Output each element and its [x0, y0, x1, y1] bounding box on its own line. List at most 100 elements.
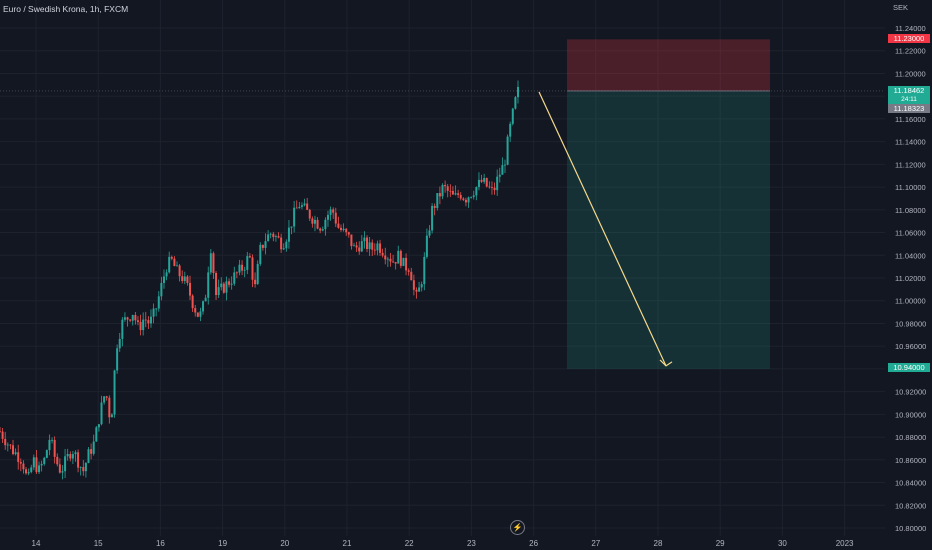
- candle-body: [53, 439, 56, 457]
- candle-body: [277, 236, 280, 238]
- candle-body: [493, 187, 496, 191]
- candle-body: [334, 212, 337, 224]
- candle-body: [123, 317, 126, 320]
- candle-body: [202, 301, 205, 312]
- candle-body: [509, 123, 512, 137]
- candle-body: [25, 469, 28, 474]
- candle-body: [61, 471, 64, 473]
- time-tick-label: 15: [94, 539, 103, 548]
- candle-body: [113, 370, 116, 415]
- candle-body: [9, 444, 12, 446]
- candle-body: [415, 289, 418, 292]
- candle-body: [196, 312, 199, 317]
- candle-body: [82, 467, 85, 472]
- candle-body: [48, 439, 51, 451]
- time-tick-label: 14: [32, 539, 41, 548]
- price-tick-label: 11.00000: [895, 297, 926, 306]
- candle-body: [152, 308, 155, 317]
- candle-body: [189, 282, 192, 296]
- price-tick-label: 10.88000: [895, 433, 926, 442]
- price-tick-label: 10.86000: [895, 456, 926, 465]
- candle-body: [191, 295, 194, 309]
- time-tick-label: 22: [405, 539, 414, 548]
- prev-close-tag: 11.18323: [888, 104, 930, 113]
- candle-body: [345, 228, 348, 233]
- candle-body: [353, 245, 356, 247]
- candle-body: [77, 452, 80, 468]
- candle-body: [43, 457, 46, 464]
- candle-body: [470, 196, 473, 198]
- candle-body: [74, 452, 77, 455]
- candle-body: [316, 219, 319, 229]
- candle-body: [405, 257, 408, 271]
- candle-body: [181, 276, 184, 282]
- candle-body: [241, 264, 244, 271]
- candle-body: [332, 209, 335, 213]
- candle-body: [464, 199, 467, 203]
- candle-body: [329, 209, 332, 215]
- candle-body: [157, 296, 160, 309]
- candle-body: [71, 454, 74, 459]
- candle-body: [326, 214, 329, 220]
- candle-body: [168, 256, 171, 273]
- candle-body: [254, 279, 257, 285]
- candle-body: [30, 467, 33, 473]
- candle-body: [87, 449, 90, 463]
- candle-body: [90, 449, 93, 454]
- candle-body: [366, 237, 369, 250]
- price-tick-label: 10.96000: [895, 342, 926, 351]
- candle-body: [490, 187, 493, 188]
- candle-body: [212, 253, 215, 274]
- candle-body: [69, 453, 72, 459]
- time-tick-label: 19: [218, 539, 227, 548]
- candle-body: [108, 397, 111, 418]
- candle-body: [483, 178, 486, 182]
- projection-arrow[interactable]: [538, 91, 673, 367]
- price-tick-label: 10.84000: [895, 479, 926, 488]
- candle-body: [238, 264, 241, 273]
- candle-body: [165, 272, 168, 277]
- candle-body: [17, 452, 20, 462]
- last-price-tag: 11.18462 24:11: [888, 86, 930, 105]
- candle-body: [477, 179, 480, 188]
- candle-body: [79, 467, 82, 468]
- candle-body: [6, 444, 9, 446]
- chart-grid: [0, 0, 885, 536]
- time-tick-label: 20: [280, 539, 289, 548]
- candle-body: [306, 203, 309, 210]
- candle-body: [475, 187, 478, 196]
- candle-body: [386, 258, 389, 260]
- candle-body: [337, 223, 340, 228]
- candle-body: [319, 228, 322, 231]
- candle-body: [199, 311, 202, 317]
- candle-body: [170, 256, 173, 259]
- candle-body: [222, 283, 225, 293]
- position-zones[interactable]: [567, 39, 770, 369]
- price-tick-label: 10.98000: [895, 319, 926, 328]
- candle-body: [220, 283, 223, 288]
- candle-body: [4, 438, 7, 446]
- price-tick-label: 10.90000: [895, 410, 926, 419]
- candle-body: [22, 463, 25, 470]
- take-profit-zone: [567, 90, 770, 369]
- time-axis[interactable]: 14 15 16 19 20 21 22 23 26 27 28 29 30 2023: [32, 539, 855, 548]
- candle-body: [225, 281, 228, 293]
- target-price-tag: 10.94000: [888, 363, 930, 372]
- candle-body: [324, 219, 327, 230]
- candle-body: [178, 265, 181, 277]
- candle-body: [84, 462, 87, 472]
- candle-body: [397, 250, 400, 264]
- candle-body: [272, 233, 275, 238]
- candle-body: [433, 205, 436, 208]
- candle-body: [347, 232, 350, 235]
- price-tick-label: 10.92000: [895, 388, 926, 397]
- candle-body: [264, 241, 267, 248]
- candle-body: [230, 283, 233, 285]
- lightning-icon[interactable]: ⚡: [510, 520, 525, 535]
- price-tick-label: 11.08000: [895, 206, 926, 215]
- candle-body: [160, 282, 163, 297]
- candle-body: [503, 164, 506, 166]
- candle-body: [350, 234, 353, 247]
- candle-body: [389, 258, 392, 262]
